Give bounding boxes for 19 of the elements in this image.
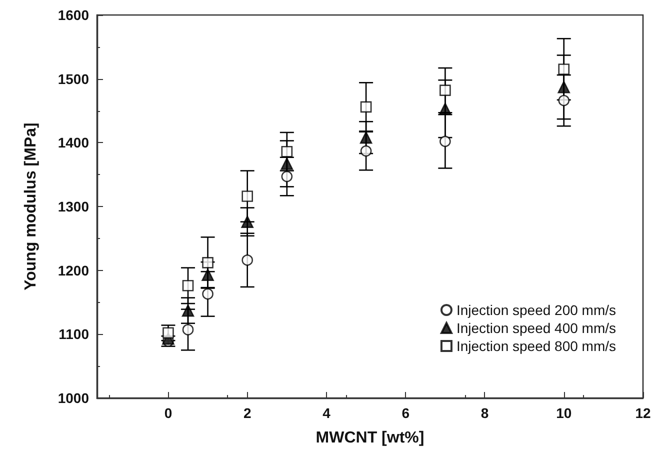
x-axis-title: MWCNT [wt%] xyxy=(316,430,424,446)
x-tick-label: 10 xyxy=(556,405,572,421)
x-tick-label: 2 xyxy=(243,405,252,421)
y-tick-label: 1400 xyxy=(58,134,90,151)
x-tick-label: 4 xyxy=(322,405,331,421)
legend-label: Injection speed 800 mm/s xyxy=(456,338,616,354)
x-tick-label: 8 xyxy=(480,405,489,421)
x-tick-label: 6 xyxy=(402,405,410,421)
legend-label: Injection speed 200 mm/s xyxy=(456,302,616,318)
y-tick-label: 1300 xyxy=(58,198,90,214)
y-tick-label: 1600 xyxy=(58,7,90,23)
y-tick-label: 1100 xyxy=(58,326,90,342)
legend-label: Injection speed 400 mm/s xyxy=(456,320,616,336)
y-tick-label: 1000 xyxy=(58,390,90,406)
y-tick-label: 1200 xyxy=(58,262,90,278)
x-tick-label: 12 xyxy=(635,405,651,421)
y-axis-title: Young modulus [MPa] xyxy=(22,122,40,290)
y-tick-label: 1500 xyxy=(58,70,90,87)
x-tick-label: 0 xyxy=(164,405,172,421)
